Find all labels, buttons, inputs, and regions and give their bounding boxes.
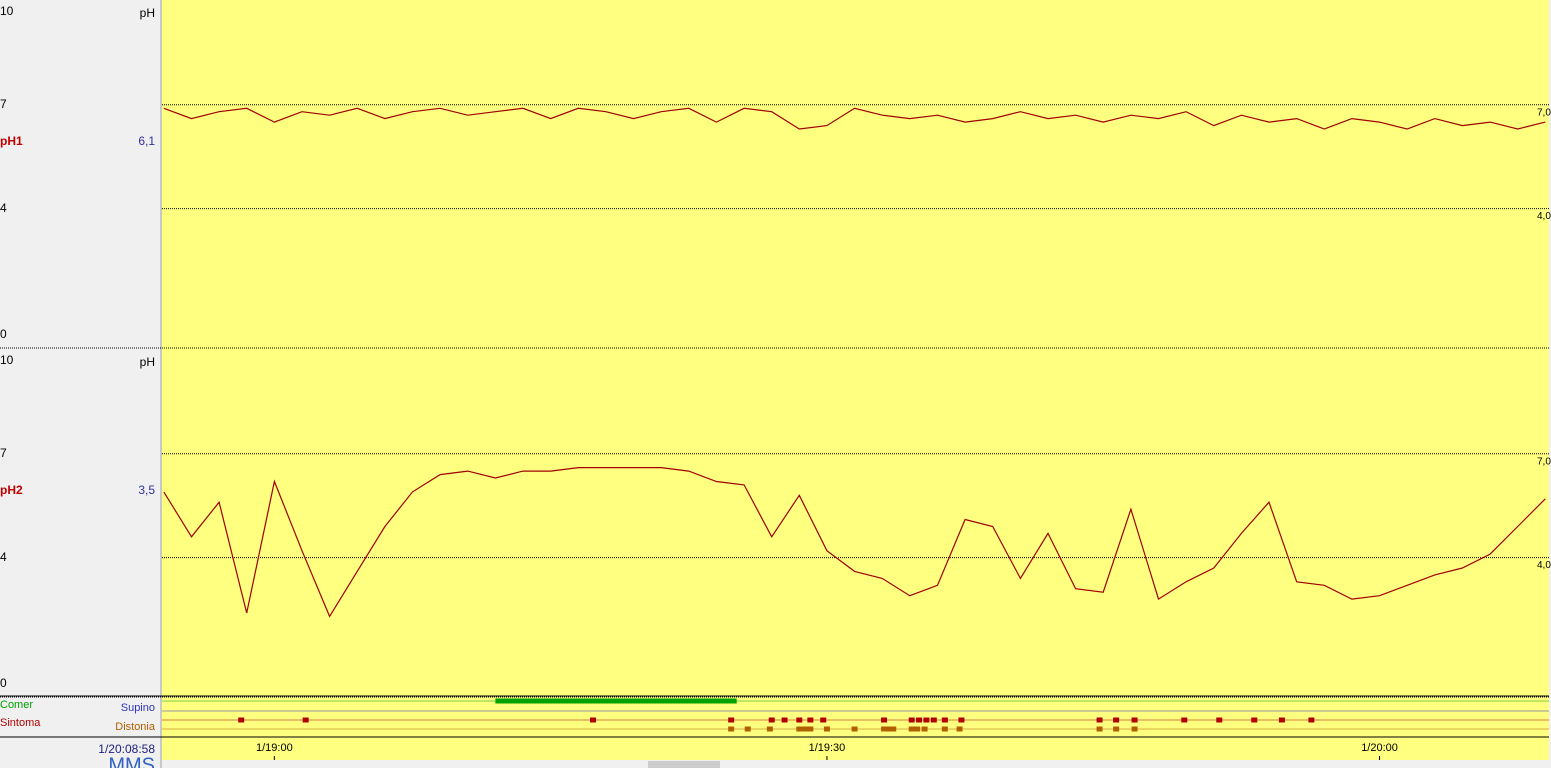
event-marker [881, 717, 888, 723]
event-label: Comer [0, 699, 33, 711]
grid-label: 4,0 [1537, 211, 1551, 222]
y-tick-label: 0 [0, 676, 7, 690]
event-marker [781, 717, 788, 723]
event-marker [590, 717, 597, 723]
event-marker [851, 726, 858, 732]
event-marker [1131, 717, 1138, 723]
event-marker [801, 726, 808, 732]
plot-area [162, 0, 1549, 737]
unit-label: pH [140, 6, 155, 20]
event-marker [823, 726, 830, 732]
channel-label: pH2 [0, 483, 23, 497]
event-marker [796, 726, 803, 732]
logo: MMS [108, 754, 155, 768]
event-marker [768, 717, 775, 723]
event-marker [1251, 717, 1258, 723]
y-tick-label: 10 [0, 353, 14, 367]
grid-label: 7,0 [1537, 456, 1551, 467]
event-marker [728, 726, 735, 732]
event-marker [916, 717, 923, 723]
grid-label: 4,0 [1537, 560, 1551, 571]
event-marker [807, 726, 814, 732]
event-marker [1113, 726, 1120, 732]
event-marker [1096, 717, 1103, 723]
event-marker [1278, 717, 1285, 723]
event-marker [1216, 717, 1223, 723]
event-marker [766, 726, 773, 732]
y-tick-label: 0 [0, 327, 7, 341]
event-marker [908, 726, 915, 732]
event-marker [1096, 726, 1103, 732]
x-tick-label: 1/19:00 [256, 742, 293, 754]
event-marker [914, 726, 921, 732]
y-tick-label: 7 [0, 97, 7, 111]
event-marker [941, 726, 948, 732]
y-tick-label: 10 [0, 4, 14, 18]
event-marker [744, 726, 751, 732]
event-marker [886, 726, 893, 732]
side-panel [0, 0, 161, 768]
x-tick-label: 1/19:30 [809, 742, 846, 754]
event-marker [921, 726, 928, 732]
event-marker [930, 717, 937, 723]
timestamp: 1/20:08:58 [98, 742, 155, 756]
current-value: 6,1 [138, 134, 155, 148]
current-value: 3,5 [138, 483, 155, 497]
event-marker [807, 717, 814, 723]
event-marker [958, 717, 965, 723]
channel-label: pH1 [0, 134, 23, 148]
event-marker [881, 726, 888, 732]
event-marker [890, 726, 897, 732]
unit-label: pH [140, 355, 155, 369]
event-marker [302, 717, 309, 723]
event-label: Distonia [115, 721, 156, 733]
scrollbar[interactable] [162, 760, 1549, 768]
event-marker [1181, 717, 1188, 723]
event-marker [238, 717, 245, 723]
event-label: Supino [121, 702, 155, 714]
event-marker [1308, 717, 1315, 723]
event-marker [1113, 717, 1120, 723]
event-marker [796, 717, 803, 723]
event-marker [820, 717, 827, 723]
time-axis-area [162, 737, 1549, 760]
event-label: Sintoma [0, 717, 41, 729]
event-marker [956, 726, 963, 732]
y-tick-label: 4 [0, 550, 7, 564]
grid-label: 7,0 [1537, 107, 1551, 118]
scroll-thumb[interactable] [648, 761, 720, 768]
x-tick-label: 1/20:00 [1361, 742, 1398, 754]
ph-trace [163, 467, 1546, 618]
y-tick-label: 7 [0, 446, 7, 460]
event-marker [941, 717, 948, 723]
event-marker [728, 717, 735, 723]
event-marker [923, 717, 930, 723]
event-marker [1131, 726, 1138, 732]
event-marker [908, 717, 915, 723]
y-tick-label: 4 [0, 201, 7, 215]
event-span [495, 698, 737, 704]
ph-trace [163, 107, 1546, 130]
